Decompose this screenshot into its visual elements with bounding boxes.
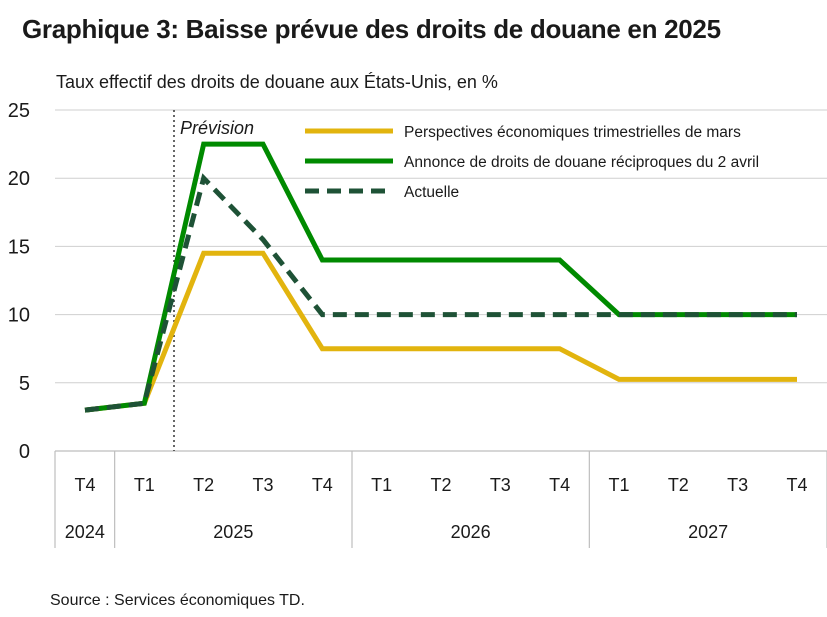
legend-label: Actuelle bbox=[404, 184, 459, 201]
legend: Perspectives économiques trimestrielles … bbox=[305, 124, 759, 201]
y-tick-label: 5 bbox=[19, 373, 30, 395]
chart-title: Graphique 3: Baisse prévue des droits de… bbox=[22, 14, 721, 44]
x-tick-label: T1 bbox=[371, 475, 392, 495]
legend-label: Annonce de droits de douane réciproques … bbox=[404, 154, 759, 171]
source-note: Source : Services économiques TD. bbox=[50, 592, 305, 609]
series-line-mars bbox=[84, 250, 797, 413]
y-tick-label: 15 bbox=[8, 236, 30, 258]
x-tick-label: T1 bbox=[134, 475, 155, 495]
x-tick-label: T1 bbox=[608, 475, 629, 495]
y-tick-label: 20 bbox=[8, 168, 30, 190]
forecast-label: Prévision bbox=[180, 118, 254, 138]
y-tick-label: 0 bbox=[19, 441, 30, 463]
x-tick-label: T2 bbox=[668, 475, 689, 495]
y-tick-label: 25 bbox=[8, 100, 30, 122]
x-tick-label: T3 bbox=[490, 475, 511, 495]
x-tick-label: T2 bbox=[430, 475, 451, 495]
y-tick-label: 10 bbox=[8, 305, 30, 327]
year-label: 2026 bbox=[451, 522, 491, 542]
x-tick-label: T4 bbox=[74, 475, 95, 495]
x-tick-label: T4 bbox=[786, 475, 807, 495]
x-tick-label: T3 bbox=[252, 475, 273, 495]
year-label: 2027 bbox=[688, 522, 728, 542]
year-label: 2024 bbox=[65, 522, 105, 542]
x-tick-label: T4 bbox=[549, 475, 570, 495]
series-line-avril bbox=[84, 141, 797, 413]
y-axis-label: Taux effectif des droits de douane aux É… bbox=[56, 72, 498, 92]
x-tick-label: T4 bbox=[312, 475, 333, 495]
series-line-actuelle bbox=[84, 173, 797, 413]
legend-label: Perspectives économiques trimestrielles … bbox=[404, 124, 741, 141]
x-axis bbox=[54, 450, 827, 548]
x-tick-label: T3 bbox=[727, 475, 748, 495]
x-tick-label: T2 bbox=[193, 475, 214, 495]
series-lines bbox=[84, 141, 797, 413]
year-label: 2025 bbox=[213, 522, 253, 542]
